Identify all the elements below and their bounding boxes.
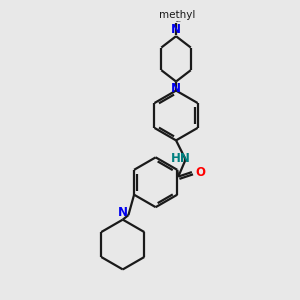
Text: O: O [195, 166, 205, 178]
Text: N: N [171, 82, 181, 95]
Text: methyl: methyl [176, 20, 181, 22]
Text: methyl: methyl [159, 11, 195, 20]
Text: N: N [118, 206, 128, 219]
Text: N: N [171, 23, 181, 36]
Text: HN: HN [171, 152, 191, 165]
Text: methyl: methyl [177, 21, 182, 22]
